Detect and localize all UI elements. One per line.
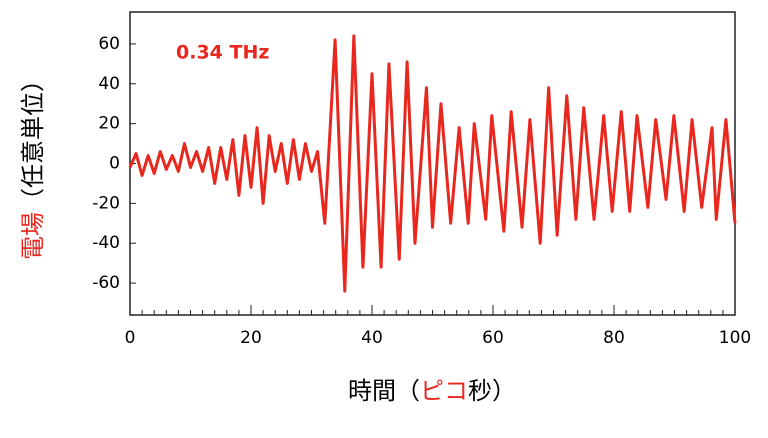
x-tick-label: 100 (719, 328, 751, 348)
line (128, 34, 737, 293)
label-part: （任意単位） (19, 68, 47, 212)
y-tick-label: -40 (92, 233, 120, 253)
label-part: 秒） (468, 377, 516, 405)
label-part: 電場 (19, 212, 47, 260)
label-part: ピコ (420, 377, 468, 405)
y-tick-label: 60 (98, 34, 120, 54)
x-tick-label: 40 (361, 328, 383, 348)
x-axis-label: 時間（ピコ秒） (348, 377, 516, 405)
x-tick-label: 0 (125, 328, 136, 348)
y-tick-label: -20 (92, 193, 120, 213)
y-tick-label: -60 (92, 273, 120, 293)
x-tick-label: 80 (603, 328, 625, 348)
x-tick-label: 20 (240, 328, 262, 348)
x-tick-label: 60 (482, 328, 504, 348)
y-tick-label: 0 (109, 154, 120, 174)
annotation: 0.34 THz (176, 42, 269, 64)
y-tick-label: 20 (98, 114, 120, 134)
y-tick-label: 40 (98, 74, 120, 94)
y-axis-label: 電場（任意単位） (19, 68, 47, 260)
label-part: 時間（ (348, 377, 420, 405)
